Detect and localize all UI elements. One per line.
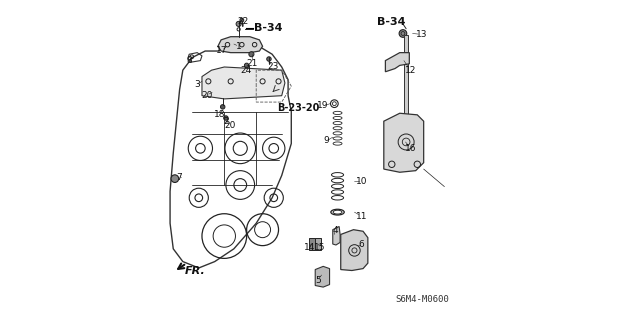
Text: S6M4-M0600: S6M4-M0600 <box>396 295 449 304</box>
Polygon shape <box>385 53 410 72</box>
Circle shape <box>240 18 244 22</box>
Text: 19: 19 <box>317 101 328 110</box>
Circle shape <box>399 30 407 37</box>
Text: FR.: FR. <box>184 265 205 276</box>
Text: 3: 3 <box>195 80 200 89</box>
Text: 7: 7 <box>176 173 182 182</box>
Circle shape <box>236 21 241 26</box>
Text: B-23-20: B-23-20 <box>277 103 319 114</box>
Circle shape <box>401 115 411 124</box>
Polygon shape <box>340 230 368 271</box>
Circle shape <box>267 57 271 61</box>
Text: 6: 6 <box>358 241 364 249</box>
Text: 5: 5 <box>315 276 321 285</box>
Text: 14: 14 <box>304 243 316 252</box>
Text: 20: 20 <box>225 121 236 130</box>
Circle shape <box>223 116 228 120</box>
Polygon shape <box>384 113 424 172</box>
Text: 22: 22 <box>237 17 248 26</box>
Text: 21: 21 <box>246 59 258 68</box>
Bar <box>309 238 315 250</box>
Text: 23: 23 <box>267 62 278 71</box>
Bar <box>316 238 321 250</box>
Text: 16: 16 <box>405 144 417 153</box>
Polygon shape <box>202 67 285 99</box>
Text: 10: 10 <box>356 177 367 186</box>
Text: 1: 1 <box>236 42 241 51</box>
Text: B-34: B-34 <box>378 17 406 27</box>
Text: 18: 18 <box>214 110 225 119</box>
Bar <box>404 35 408 118</box>
Text: 15: 15 <box>314 243 326 252</box>
Polygon shape <box>333 226 340 245</box>
Text: 20: 20 <box>201 91 212 100</box>
Polygon shape <box>316 266 330 287</box>
Text: 12: 12 <box>405 66 417 75</box>
Circle shape <box>171 175 179 182</box>
Text: 8: 8 <box>186 56 192 65</box>
Text: 13: 13 <box>417 30 428 39</box>
Text: 24: 24 <box>241 66 252 75</box>
Polygon shape <box>218 37 262 53</box>
Text: B-34: B-34 <box>253 23 282 33</box>
Circle shape <box>244 63 249 68</box>
Text: 11: 11 <box>356 212 367 221</box>
Circle shape <box>220 105 225 109</box>
Text: 9: 9 <box>323 137 329 145</box>
Circle shape <box>249 52 254 57</box>
Text: 17: 17 <box>216 46 227 55</box>
Text: 4: 4 <box>333 226 338 235</box>
Text: 2: 2 <box>223 117 228 126</box>
